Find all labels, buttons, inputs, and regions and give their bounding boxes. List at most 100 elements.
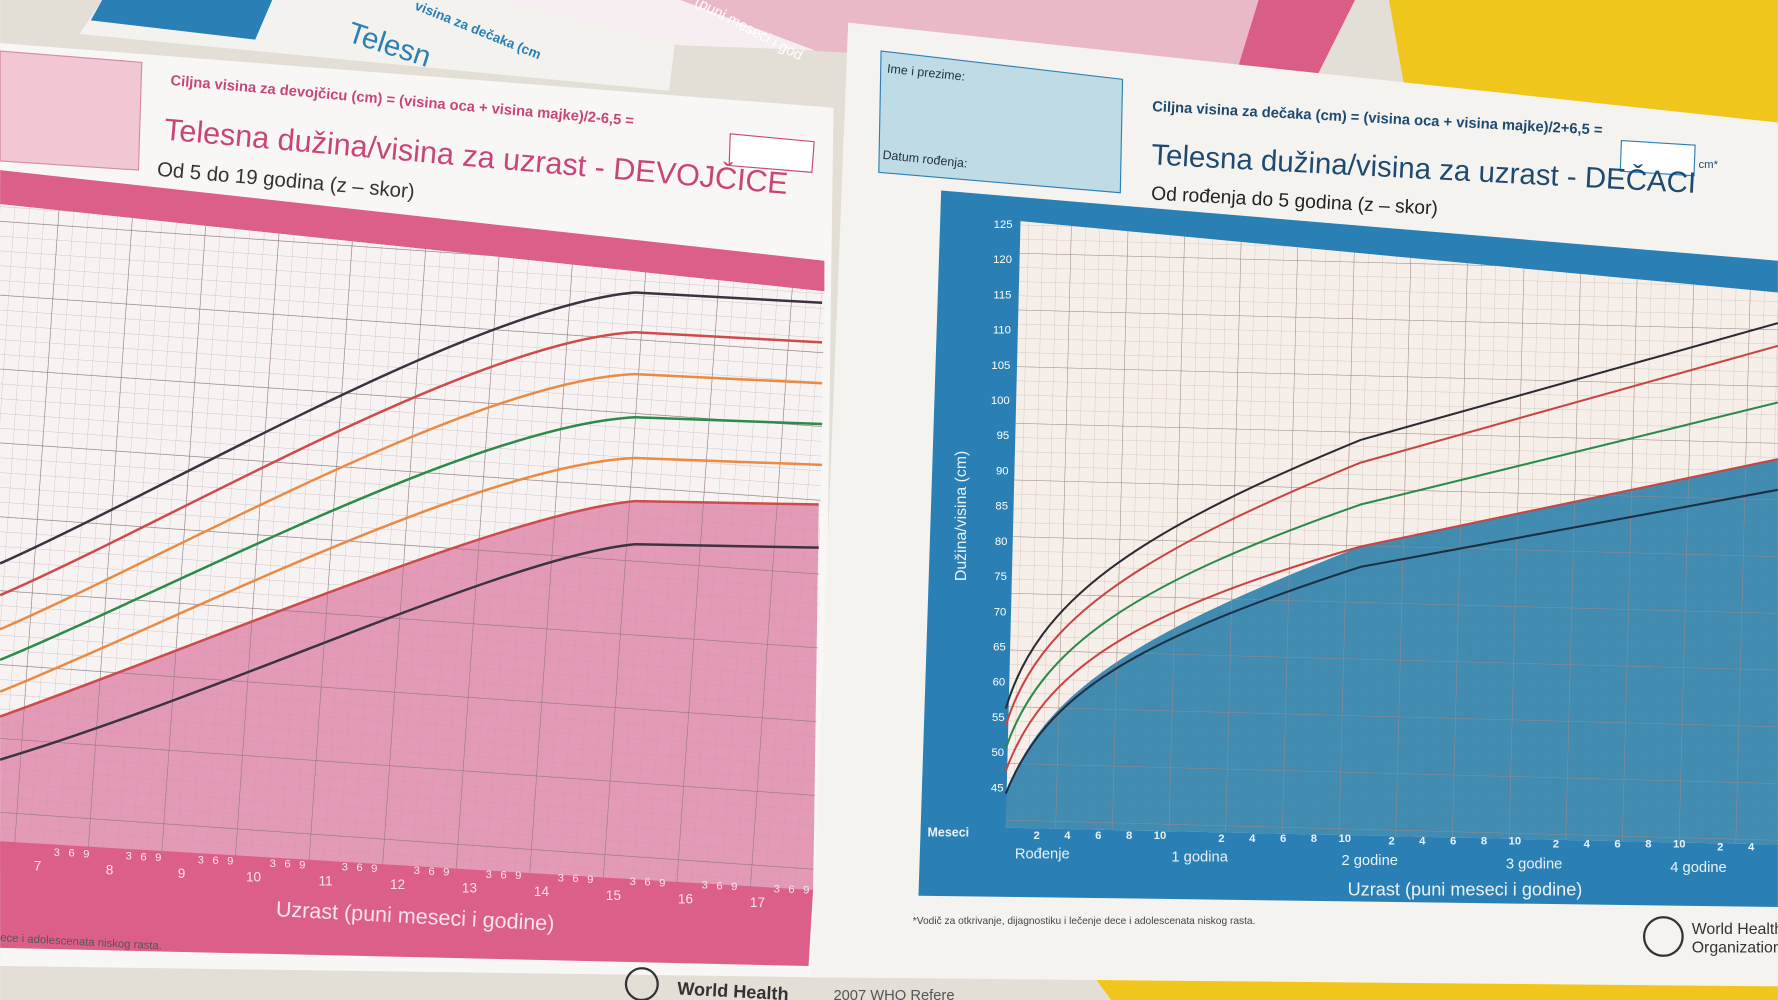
- y-label: 95: [997, 430, 1010, 442]
- month-label: 2: [1388, 836, 1394, 848]
- y-label: 65: [993, 642, 1006, 654]
- month-label: 3: [270, 858, 276, 870]
- name-box: [0, 50, 143, 171]
- month-label: 10: [1338, 833, 1351, 845]
- month-label: 9: [731, 881, 737, 893]
- month-label: 2: [1218, 833, 1224, 845]
- month-label: 3: [774, 883, 780, 895]
- month-label: 8: [1481, 836, 1487, 848]
- y-label: 120: [993, 254, 1012, 266]
- right-grid-major: [1005, 221, 1778, 845]
- formula-box: [728, 133, 815, 173]
- age-label: 16: [678, 891, 693, 906]
- y-label: 75: [994, 571, 1007, 583]
- month-label: 9: [443, 867, 449, 879]
- month-label: 8: [1126, 830, 1132, 842]
- month-label: 6: [1095, 830, 1101, 842]
- footer-band: [0, 841, 814, 966]
- age-label: 11: [318, 873, 332, 888]
- unit: cm*: [1699, 159, 1719, 171]
- left-curves: [0, 291, 823, 761]
- month-label: 8: [1645, 839, 1651, 851]
- formula-box: [1619, 139, 1696, 177]
- month-label: 4: [1748, 841, 1755, 853]
- age-label: 2 godine: [1341, 853, 1397, 869]
- back-sheet-band: [90, 0, 273, 40]
- month-label: 4: [1584, 839, 1591, 851]
- age-label: 13: [462, 881, 477, 896]
- month-label: 9: [155, 852, 161, 864]
- y-label: 90: [996, 465, 1009, 477]
- month-label: 6: [572, 873, 578, 885]
- month-label: 10: [1509, 836, 1522, 848]
- y-label: 105: [991, 360, 1010, 372]
- month-label: 3: [414, 865, 420, 877]
- age-label: 7: [34, 859, 42, 874]
- month-label: 2: [1033, 830, 1039, 842]
- curve: [0, 330, 823, 597]
- month-label: 4: [1064, 830, 1071, 842]
- month-label: 6: [788, 884, 794, 896]
- y-axis-label: Dužina/visina (cm): [953, 451, 970, 581]
- y-label: 80: [995, 536, 1008, 548]
- month-label: 8: [1311, 833, 1317, 845]
- month-label: 3: [54, 847, 60, 859]
- month-label: 9: [227, 856, 233, 868]
- month-label: 9: [371, 863, 377, 875]
- left-org: World Health: [677, 978, 789, 1000]
- curve: [1004, 488, 1778, 795]
- age-label: 1 godina: [1171, 850, 1228, 866]
- who-logo: [1642, 916, 1684, 957]
- month-label: 6: [716, 880, 722, 892]
- month-label: 9: [803, 885, 809, 897]
- curve: [0, 456, 823, 693]
- right-x-axis-label: Uzrast (puni meseci i godine): [1348, 880, 1583, 900]
- age-label: 12: [390, 877, 405, 892]
- age-label: 9: [178, 866, 186, 881]
- curve: [0, 542, 819, 761]
- y-label: 60: [993, 677, 1006, 689]
- month-label: 6: [140, 851, 146, 863]
- right-footnote: *Vodič za otkrivanje, dijagnostiku i leč…: [913, 916, 1256, 927]
- y-label: 115: [993, 289, 1011, 301]
- curve: [1004, 322, 1778, 709]
- y-label: 70: [994, 606, 1007, 618]
- curve: [0, 372, 823, 631]
- month-label: 4: [1419, 836, 1426, 848]
- y-label: 85: [995, 501, 1008, 513]
- bottom-fragment: 2007 WHO Refere: [833, 988, 954, 1000]
- y-label: 55: [992, 712, 1005, 724]
- right-ticks: 125 120 115 110 105 100 95 90 85 80 75 70 65 60 55 50 45…: [991, 219, 1755, 876]
- month-label: 3: [198, 854, 204, 866]
- right-org-2: Organization: [1692, 939, 1778, 956]
- curve: [0, 291, 823, 565]
- month-label: 9: [587, 874, 593, 886]
- month-label: 9: [83, 848, 89, 860]
- month-label: 2: [1553, 839, 1559, 851]
- y-label: 45: [991, 782, 1004, 794]
- month-label: 3: [630, 876, 636, 888]
- right-org-1: World Health: [1692, 921, 1778, 938]
- month-label: 6: [1450, 836, 1456, 848]
- y-label: 50: [991, 747, 1004, 759]
- month-label: 6: [500, 869, 506, 881]
- age-label: 10: [246, 870, 262, 885]
- month-label: 6: [68, 848, 74, 860]
- header-band: [0, 170, 825, 292]
- month-label: 10: [1673, 839, 1686, 851]
- who-logo: [624, 967, 659, 1000]
- y-label: 125: [994, 219, 1013, 231]
- age-label: 17: [750, 895, 765, 910]
- back-band: [1235, 0, 1355, 80]
- month-label: 3: [342, 862, 348, 874]
- month-label: 6: [644, 877, 650, 889]
- month-label: 9: [659, 877, 665, 889]
- y-label: 110: [993, 325, 1011, 337]
- curve: [1004, 344, 1778, 726]
- month-label: 6: [428, 866, 434, 878]
- right-curves: [1004, 322, 1778, 795]
- month-label: 6: [356, 862, 362, 874]
